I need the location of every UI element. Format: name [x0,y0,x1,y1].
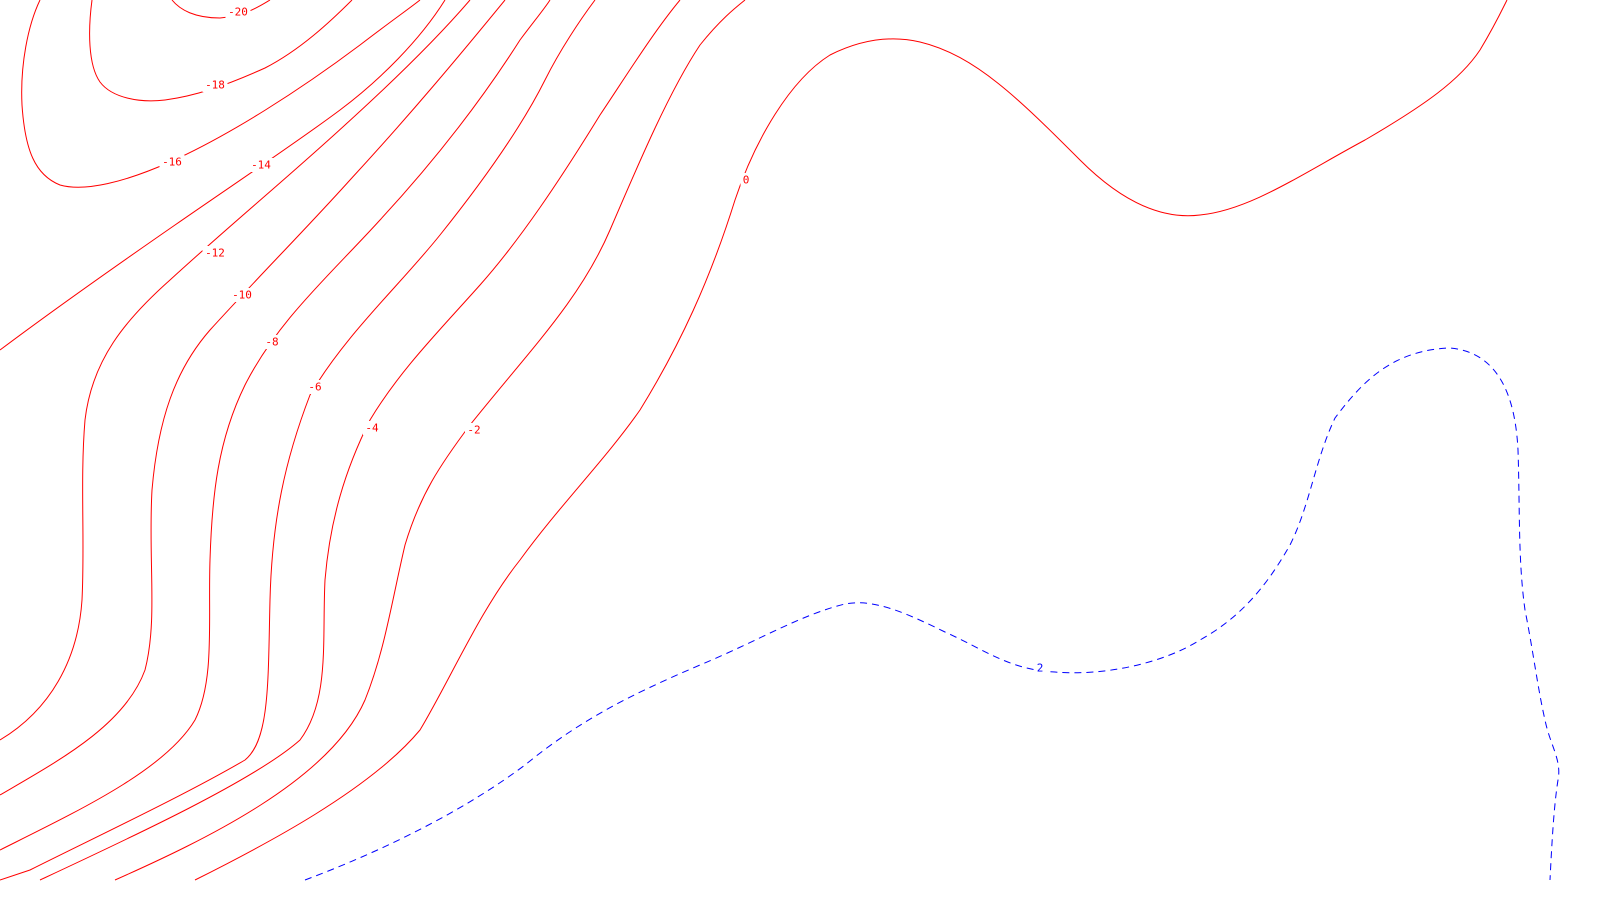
contour-label--8: -8 [265,336,278,349]
contour-labels: -20-18-16 -14-12-10-8-6-4 -202 [159,5,1046,675]
contour-label-bg--16 [159,155,185,169]
contour-label-bg--10 [229,288,255,302]
contour-label--20: -20 [228,6,248,19]
contour-line-0 [194,0,1508,881]
contour-label-2: 2 [1037,662,1044,675]
contour-label--6: -6 [308,381,321,394]
contour-line--10 [0,0,506,796]
contour-label-bg-2 [1034,661,1046,675]
contour-label-bg--6 [306,380,324,394]
contour-line--18 [89,0,353,102]
contour-label--12: -12 [205,247,225,260]
contour-line--6 [0,0,596,881]
contour-label-bg-0 [740,173,752,187]
contour-line--8 [0,0,551,851]
contour-line--12 [0,0,471,741]
contour-label-bg--8 [263,335,281,349]
contour-label--10: -10 [232,289,252,302]
contour-label-bg--14 [248,158,274,172]
contour-line--20 [171,0,271,19]
contour-label-bg--20 [225,5,251,19]
contour-label--18: -18 [205,79,225,92]
contour-label-bg--2 [465,423,483,437]
contour-label-0: 0 [743,174,750,187]
contour-label-bg--18 [202,78,228,92]
contour-line--2 [114,0,746,881]
contour-label-bg--4 [363,421,381,435]
contour-label--2: -2 [467,424,480,437]
contour-line--16 [21,0,421,188]
contour-label-bg--12 [202,246,228,260]
contour-label--16: -16 [162,156,182,169]
contour-label--4: -4 [365,422,379,435]
contour-label--14: -14 [251,159,271,172]
